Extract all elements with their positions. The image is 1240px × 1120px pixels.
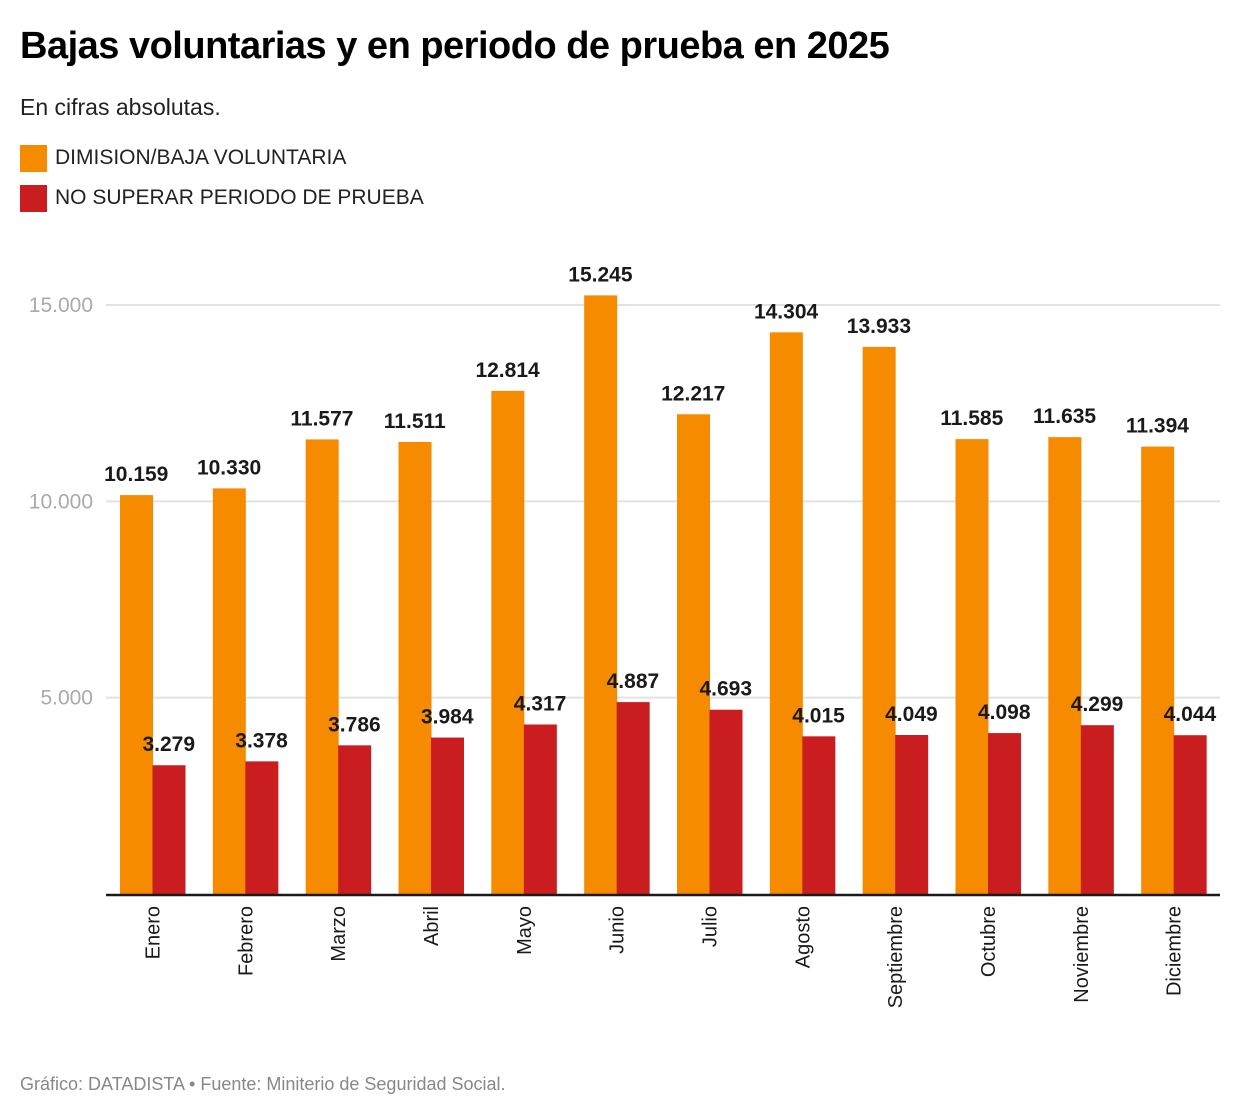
value-label-dimision: 14.304 — [754, 300, 819, 323]
bar-periodo-prueba — [616, 702, 650, 894]
source-footer: Gráfico: DATADISTA • Fuente: Miniterio d… — [20, 1074, 506, 1094]
x-axis-labels: Enero Febrero Marzo Abril Mayo Junio Julio Agos… — [143, 906, 1186, 1008]
y-tick-label: 5.000 — [40, 687, 93, 710]
legend-label-dimision: DIMISION/BAJA VOLUNTARIA — [55, 146, 347, 169]
value-label-dimision: 10.159 — [104, 463, 168, 486]
value-labels: 10.159 3.279 10.330 3.378 11.577 3.786 11.511 3… — [104, 263, 1216, 756]
chart-title: Bajas voluntarias y en periodo de prueba… — [20, 25, 890, 67]
x-axis-label: Octubre — [978, 906, 1000, 977]
value-label-dimision: 10.330 — [197, 456, 261, 479]
bar-periodo-prueba — [152, 765, 186, 894]
value-label-dimision: 13.933 — [847, 315, 911, 338]
bar-dimision — [769, 332, 803, 894]
legend-swatch-dimision — [20, 144, 47, 172]
x-axis-label: Junio — [607, 906, 629, 954]
value-label-periodo-prueba: 4.299 — [1071, 693, 1124, 716]
value-label-dimision: 15.245 — [568, 263, 633, 286]
y-axis-ticks: 5.000 10.000 15.000 — [29, 294, 93, 710]
x-axis-label: Enero — [143, 906, 165, 959]
x-axis-label: Noviembre — [1071, 906, 1093, 1003]
bar-dimision — [398, 442, 432, 894]
x-axis-label: Diciembre — [1164, 906, 1186, 996]
legend-label-periodo-prueba: NO SUPERAR PERIODO DE PRUEBA — [55, 186, 424, 209]
value-label-periodo-prueba: 3.378 — [235, 729, 288, 752]
value-label-periodo-prueba: 4.693 — [699, 678, 752, 701]
bar-periodo-prueba — [1080, 725, 1114, 894]
bar-periodo-prueba — [802, 736, 836, 894]
value-label-dimision: 12.217 — [661, 382, 725, 405]
bars — [120, 295, 1207, 895]
bar-dimision — [955, 439, 989, 894]
x-axis-label: Abril — [421, 906, 443, 946]
bar-dimision — [584, 295, 618, 895]
value-label-periodo-prueba: 4.015 — [792, 704, 845, 727]
value-label-dimision: 11.511 — [384, 410, 446, 433]
bar-dimision — [491, 390, 525, 894]
bar-dimision — [305, 439, 339, 894]
bar-dimision — [862, 346, 896, 894]
bar-dimision — [120, 495, 153, 894]
x-axis-label: Agosto — [792, 906, 814, 968]
bar-periodo-prueba — [245, 761, 279, 894]
value-label-periodo-prueba: 3.786 — [328, 713, 381, 736]
chart-subtitle: En cifras absolutas. — [20, 94, 221, 120]
value-label-dimision: 12.814 — [475, 359, 540, 382]
legend-item-dimision: DIMISION/BAJA VOLUNTARIA — [20, 144, 424, 172]
bar-periodo-prueba — [1173, 735, 1207, 894]
legend: DIMISION/BAJA VOLUNTARIA NO SUPERAR PERI… — [20, 144, 424, 224]
x-axis-label: Febrero — [235, 906, 257, 976]
value-label-periodo-prueba: 3.984 — [421, 706, 474, 729]
x-axis-label: Mayo — [514, 906, 536, 955]
gridlines — [106, 304, 1220, 699]
value-label-periodo-prueba: 4.049 — [885, 703, 938, 726]
bar-periodo-prueba — [709, 709, 743, 894]
bar-periodo-prueba — [523, 724, 557, 894]
y-tick-label: 15.000 — [29, 294, 93, 317]
value-label-dimision: 11.394 — [1126, 415, 1189, 438]
bar-periodo-prueba — [431, 737, 464, 894]
bar-dimision — [1141, 446, 1175, 894]
value-label-dimision: 11.585 — [940, 407, 1003, 430]
x-axis-label: Marzo — [328, 906, 350, 962]
value-label-periodo-prueba: 4.317 — [514, 692, 567, 715]
value-label-periodo-prueba: 3.279 — [142, 733, 195, 756]
x-axis-label: Septiembre — [885, 906, 907, 1008]
bar-periodo-prueba — [895, 735, 929, 894]
value-label-periodo-prueba: 4.044 — [1164, 703, 1217, 726]
value-label-periodo-prueba: 4.098 — [978, 701, 1031, 724]
bar-dimision — [677, 414, 710, 894]
bar-periodo-prueba — [988, 733, 1021, 894]
y-tick-label: 10.000 — [29, 490, 93, 513]
legend-item-periodo-prueba: NO SUPERAR PERIODO DE PRUEBA — [20, 184, 424, 212]
value-label-dimision: 11.577 — [290, 407, 353, 430]
x-axis-label: Julio — [700, 906, 722, 947]
bar-periodo-prueba — [338, 745, 372, 894]
legend-swatch-periodo-prueba — [20, 184, 47, 212]
value-label-dimision: 11.635 — [1033, 405, 1096, 428]
bar-dimision — [212, 488, 246, 894]
bar-dimision — [1048, 437, 1082, 894]
value-label-periodo-prueba: 4.887 — [607, 670, 660, 693]
